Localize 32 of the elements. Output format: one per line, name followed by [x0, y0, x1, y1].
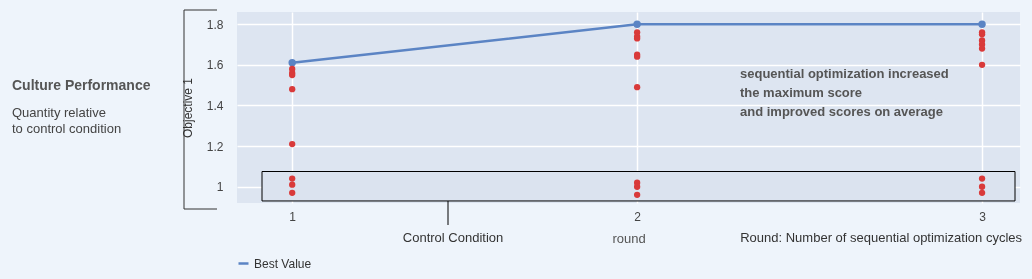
- point: [633, 183, 641, 190]
- x-tick-label: 3: [979, 209, 987, 224]
- point: [289, 189, 296, 196]
- text: Quantity relative to control condition: [12, 105, 122, 136]
- point: [633, 191, 641, 199]
- y-tick-label: 1.8: [206, 17, 224, 32]
- point: [289, 181, 296, 188]
- point: [288, 59, 296, 67]
- point: [978, 45, 986, 52]
- point: [978, 20, 986, 28]
- text: Culture Performance: [12, 77, 151, 93]
- y-tick-label: 1.4: [206, 98, 224, 113]
- point: [978, 183, 986, 190]
- y-axis-title: Objective 1: [180, 77, 195, 139]
- legend-label: Best Value: [254, 256, 312, 271]
- annotation: sequential optimization increased the maximum score and improved scores on average: [740, 66, 949, 119]
- point: [978, 61, 986, 68]
- point: [978, 189, 986, 196]
- y-tick-label: 1.6: [206, 58, 224, 73]
- text: Round: Number of sequential optimization cycles: [740, 230, 1023, 245]
- y-tick-label: 1: [216, 180, 224, 195]
- point: [289, 140, 296, 148]
- band-label: Control Condition: [402, 230, 504, 245]
- y-tick-label: 1.2: [206, 139, 224, 154]
- point: [289, 175, 296, 182]
- point: [289, 86, 296, 93]
- point: [633, 84, 641, 91]
- x-axis-title: round: [612, 230, 646, 246]
- x-tick-label: 1: [289, 209, 297, 224]
- x-tick-label: 2: [634, 209, 642, 224]
- point: [978, 175, 986, 182]
- point: [633, 20, 641, 28]
